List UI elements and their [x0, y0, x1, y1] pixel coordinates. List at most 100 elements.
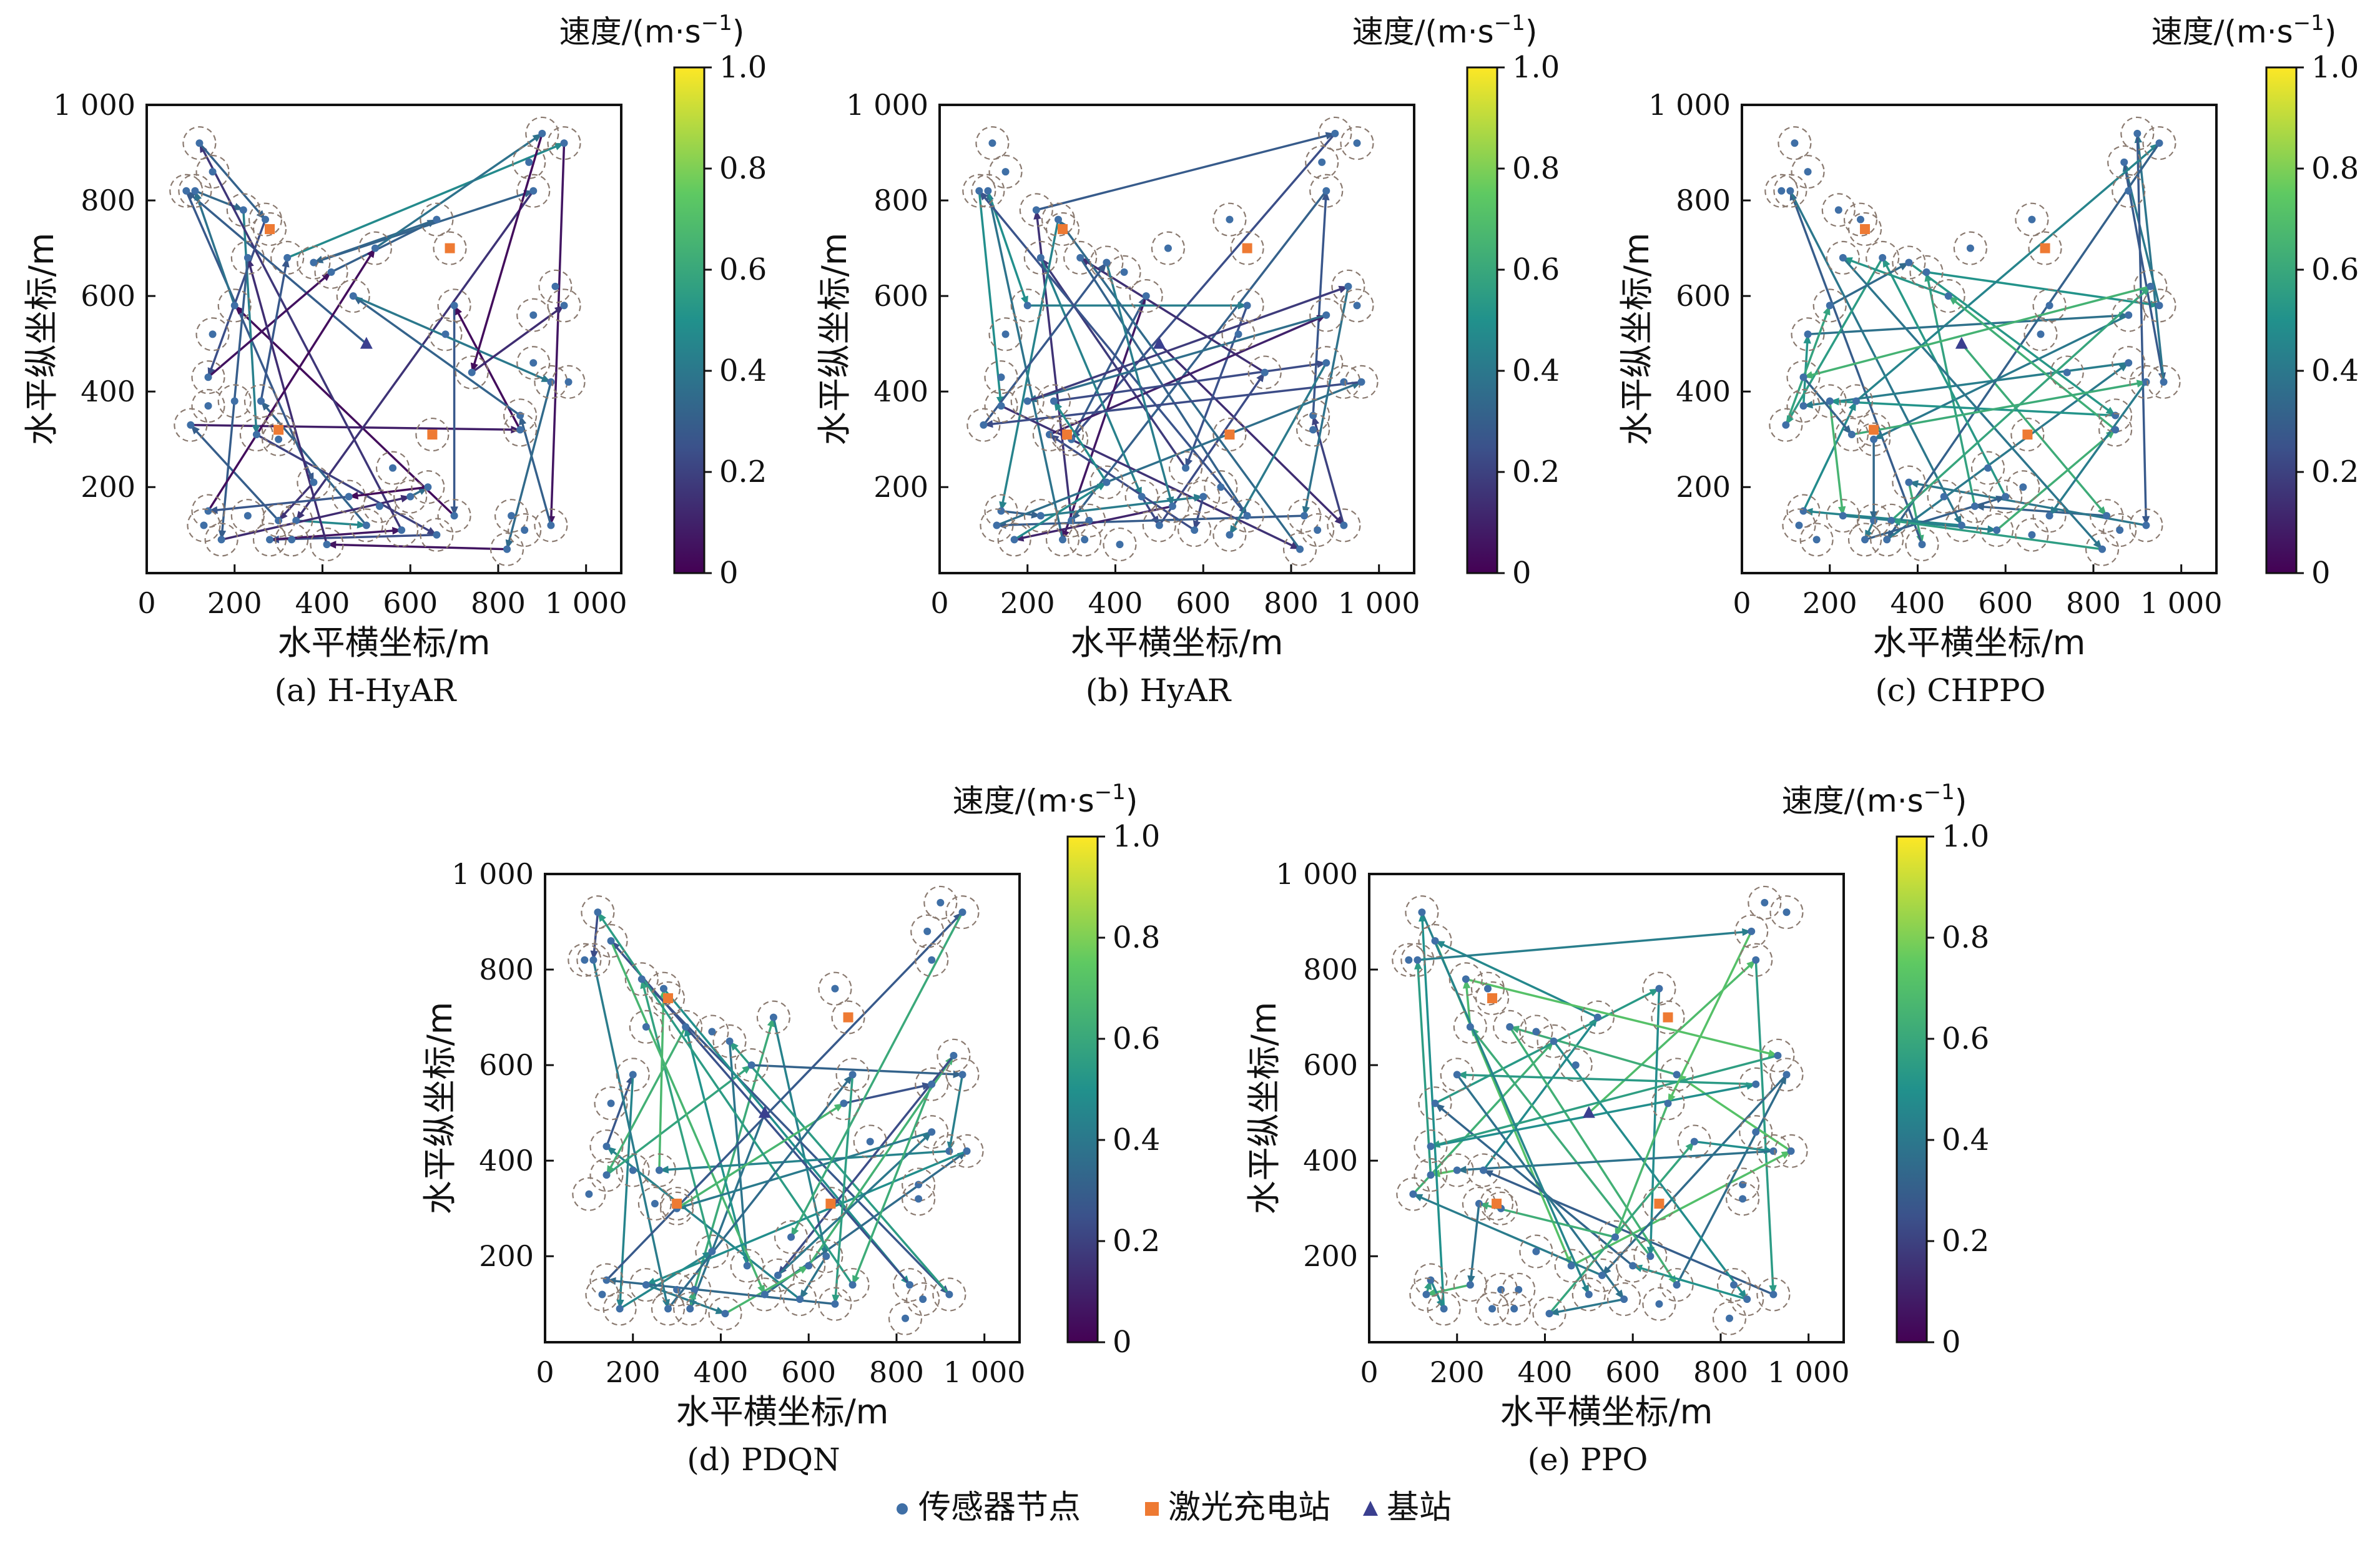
- sensor-coverage-ring: [1103, 527, 1137, 562]
- chart-panel-3: 0 200 400 600 800 1 000 200 400 600 800 1 000 水平横坐标…: [1617, 11, 2359, 709]
- sensor-coverage-ring: [1502, 1272, 1536, 1307]
- sensor-node: [1155, 521, 1163, 529]
- sensor-coverage-ring: [1774, 1134, 1808, 1168]
- chart-panels: 0 200 400 600 800 1 000 200 400 600 800 1 000 水平横坐标…: [22, 11, 2359, 1478]
- sensor-coverage-ring: [589, 1263, 624, 1297]
- sensor-node: [928, 956, 936, 964]
- sensor-node: [2037, 330, 2045, 338]
- trajectory-segment: [1807, 313, 2129, 336]
- sensor-coverage-ring: [1168, 451, 1203, 485]
- sensor-coverage-ring: [375, 451, 410, 485]
- sensor-node: [1497, 1285, 1505, 1294]
- sensor-coverage-ring: [455, 355, 489, 390]
- trajectory-segment: [295, 190, 534, 521]
- sensor-node: [1168, 502, 1176, 510]
- sensor-coverage-ring: [2098, 413, 2133, 447]
- sensor-coverage-ring: [2107, 145, 2142, 179]
- sensor-node: [551, 282, 559, 290]
- sensor-coverage-ring: [1019, 193, 1053, 227]
- colorbar-label-main: 速度/(m·s: [559, 14, 701, 50]
- colorbar-tick-label: 0.4: [1512, 353, 1560, 388]
- sensor-coverage-ring: [1089, 245, 1124, 280]
- x-tick-label: 600: [1605, 1355, 1660, 1389]
- sensor-coverage-ring: [760, 1258, 795, 1292]
- colorbar-label-main: 速度/(m·s: [2151, 14, 2293, 50]
- sensor-node: [230, 302, 238, 310]
- sensor-coverage-ring: [1230, 499, 1264, 533]
- sensor-node: [275, 435, 283, 443]
- sensor-coverage-ring: [1010, 384, 1045, 418]
- charging-station: [1860, 223, 1871, 234]
- sensor-coverage-ring: [1041, 202, 1076, 237]
- colorbar-tick-label: 0.6: [2311, 252, 2359, 287]
- sensor-node: [1774, 1051, 1782, 1059]
- trajectory-segment: [978, 190, 1003, 406]
- trajectory-segment: [471, 133, 544, 373]
- sensor-coverage-ring: [1660, 1058, 1694, 1092]
- trajectory-arrowhead: [208, 506, 218, 514]
- trajectory-segment: [641, 978, 950, 1295]
- sensor-coverage-ring: [1980, 513, 2014, 548]
- base-station: [1955, 336, 1968, 349]
- sensor-coverage-ring: [393, 479, 428, 514]
- sensor-coverage-ring: [1072, 503, 1106, 538]
- sensor-coverage-ring: [1726, 1182, 1760, 1216]
- sensor-node: [1629, 1262, 1637, 1270]
- charging-range-ring: [1230, 231, 1264, 265]
- sensor-node: [1795, 521, 1803, 529]
- sensor-node: [529, 311, 538, 319]
- trajectory-segment: [190, 424, 521, 431]
- sensor-coverage-ring: [1010, 288, 1045, 323]
- sensor-coverage-ring: [1186, 479, 1221, 514]
- sensor-node: [747, 1061, 755, 1069]
- charging-range-ring: [651, 981, 686, 1016]
- sensor-node: [1001, 168, 1010, 176]
- sensor-coverage-ring: [182, 126, 217, 160]
- legend-label: 激光充电站: [1168, 1489, 1330, 1526]
- panel-title: (d) PDQN: [687, 1441, 840, 1478]
- trajectory-segment: [1469, 1026, 1651, 1257]
- sensor-coverage-ring: [2032, 499, 2067, 533]
- base-station: [360, 336, 373, 349]
- sensor-coverage-ring: [1870, 523, 1904, 557]
- trajectory-segment: [1842, 257, 2103, 550]
- x-tick-label: 400: [295, 586, 350, 620]
- sensor-node: [945, 1147, 953, 1155]
- trajectory-segment: [596, 911, 854, 1286]
- sensor-coverage-ring: [695, 1014, 729, 1049]
- sensor-node: [997, 373, 1005, 381]
- sensor-coverage-ring: [174, 408, 208, 442]
- sensor-node: [288, 536, 296, 544]
- colorbar-tick-label: 0: [1512, 556, 1532, 591]
- y-axis-label: 水平纵坐标/m: [1244, 1002, 1284, 1215]
- colorbar-label-main: 速度/(m·s: [1352, 14, 1494, 50]
- sensor-node: [708, 1028, 716, 1036]
- sensor-coverage-ring: [747, 1277, 782, 1312]
- y-tick-label: 200: [1676, 470, 1731, 504]
- sensor-node: [1243, 302, 1251, 310]
- trajectory-segment: [606, 1064, 752, 1176]
- colorbar-tick-label: 0: [719, 556, 739, 591]
- colorbar-label: 速度/(m·s−1): [559, 11, 745, 50]
- sensor-node: [602, 1276, 611, 1284]
- trajectory-arrowhead: [1803, 401, 1813, 409]
- y-tick-label: 800: [479, 953, 534, 986]
- sensor-node: [2112, 426, 2120, 434]
- sensor-node: [204, 373, 212, 381]
- trajectory-segment: [982, 262, 1108, 426]
- trajectory-segment: [1070, 295, 1148, 440]
- sensor-coverage-ring: [783, 1282, 817, 1317]
- sensor-node: [1217, 483, 1225, 491]
- sensor-coverage-ring: [568, 943, 602, 977]
- y-tick-label: 1 000: [846, 88, 928, 122]
- sensor-node: [760, 1290, 769, 1299]
- trajectory-segment: [1416, 960, 1432, 1176]
- x-tick-label: 0: [1733, 586, 1751, 620]
- y-tick-label: 600: [81, 279, 135, 313]
- panel-title: (c) CHPPO: [1875, 672, 2045, 709]
- sensor-coverage-ring: [1730, 1282, 1764, 1317]
- sensor-coverage-ring: [1453, 1009, 1487, 1044]
- sensor-node: [1182, 464, 1190, 472]
- sensor-node: [195, 139, 204, 147]
- sensor-coverage-ring: [1786, 360, 1821, 395]
